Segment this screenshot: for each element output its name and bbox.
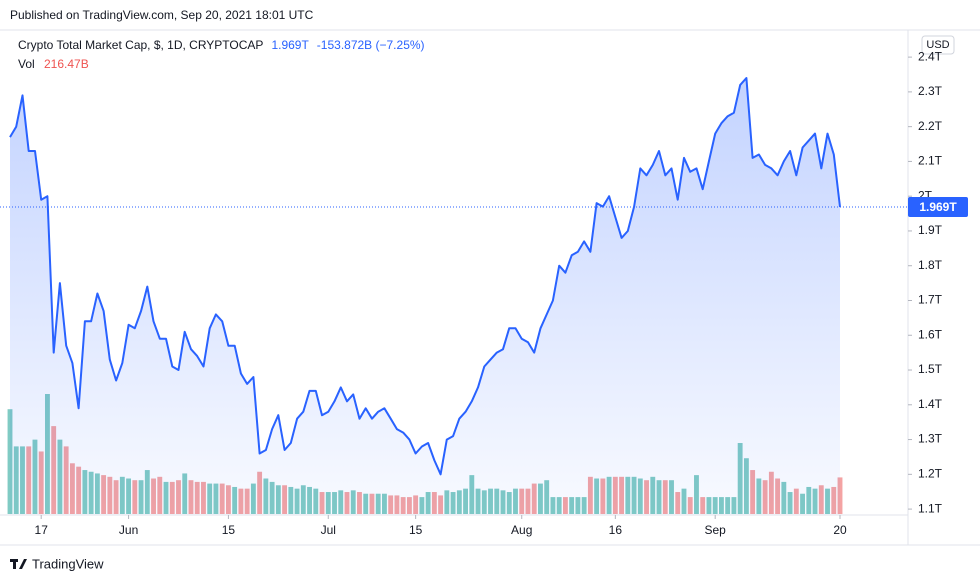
currency-button[interactable] [921,35,955,55]
y-tick-label: 1.9T [918,223,943,237]
last-price-label: 1.969T [919,200,957,214]
area [10,78,840,515]
volume-title: Vol [18,57,35,71]
close-label: 1.969T [271,38,309,52]
y-tick-label: 2.4T [918,49,943,63]
brand: TradingView [32,556,104,571]
price-line [9,77,841,476]
chart-title: Crypto Total Market Cap, $, 1D, CRYPTOCA… [18,38,263,52]
y-tick-label: 1.4T [918,397,943,411]
y-tick-label: 1.7T [918,293,943,307]
y-tick-label: 2.3T [918,84,943,98]
x-tick-label: 16 [609,523,623,537]
x-tick-label: Jun [119,523,138,537]
x-tick-label: Sep [705,523,727,537]
published: Published on TradingView.com, Sep 20, 20… [10,8,314,22]
x-tick-label: Aug [511,523,532,537]
volume-label: 216.47B [44,57,89,71]
y-tick-label: 2.2T [918,119,943,133]
x-tick-label: 15 [409,523,423,537]
y-tick-label: 1.1T [918,501,943,515]
change-label: -153.872B (−7.25%) [317,38,425,52]
y-tick-label: 1.5T [918,362,943,376]
x-tick-label: 15 [222,523,236,537]
logo [10,559,27,569]
x-tick-label: 17 [35,523,49,537]
x-tick-label: 20 [833,523,847,537]
currency[interactable]: USD [926,39,949,51]
y-tick-label: 1.2T [918,466,943,480]
y-tick-label: 2.1T [918,154,943,168]
y-tick-label: 1.8T [918,258,943,272]
y-tick-label: 1.3T [918,432,943,446]
last-price-box [908,196,968,217]
y-tick-label: 1.6T [918,327,943,341]
plot-area [7,77,843,515]
x-tick-label: Jul [321,523,336,537]
